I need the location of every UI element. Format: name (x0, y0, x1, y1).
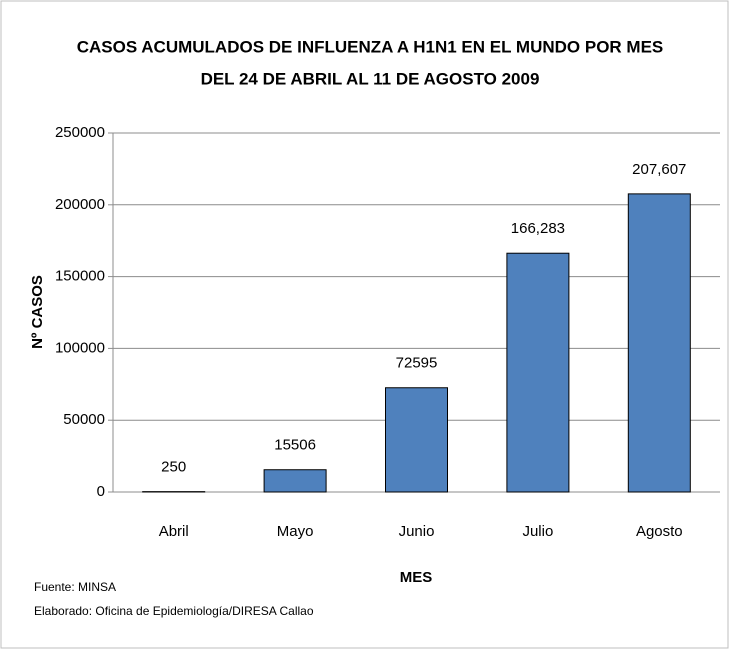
y-tick-label: 150000 (55, 268, 105, 285)
x-tick-label: Julio (522, 523, 553, 540)
x-axis-label: MES (400, 569, 433, 586)
value-label: 207,607 (632, 161, 686, 178)
y-tick-label: 200000 (55, 196, 105, 213)
x-tick-label: Agosto (636, 523, 683, 540)
bar (506, 252, 570, 493)
bar (627, 193, 691, 493)
value-label: 166,283 (511, 220, 565, 237)
x-tick-label: Abril (159, 523, 189, 540)
credit-note: Elaborado: Oficina de Epidemiología/DIRE… (34, 604, 314, 618)
y-tick-label: 100000 (55, 339, 105, 356)
y-tick-label: 50000 (63, 411, 105, 428)
value-label: 15506 (274, 437, 316, 454)
value-label: 250 (161, 459, 186, 476)
value-label: 72595 (396, 355, 438, 372)
y-tick-label: 250000 (55, 124, 105, 141)
chart-subtitle: DEL 24 DE ABRIL AL 11 DE AGOSTO 2009 (201, 69, 540, 88)
chart-title: CASOS ACUMULADOS DE INFLUENZA A H1N1 EN … (77, 37, 664, 56)
bar (385, 387, 448, 493)
bar (263, 469, 327, 493)
x-tick-label: Mayo (277, 523, 314, 540)
source-note: Fuente: MINSA (34, 580, 116, 594)
y-axis-label: Nº CASOS (29, 275, 46, 349)
x-tick-label: Junio (399, 523, 435, 540)
y-tick-label: 0 (97, 483, 105, 500)
